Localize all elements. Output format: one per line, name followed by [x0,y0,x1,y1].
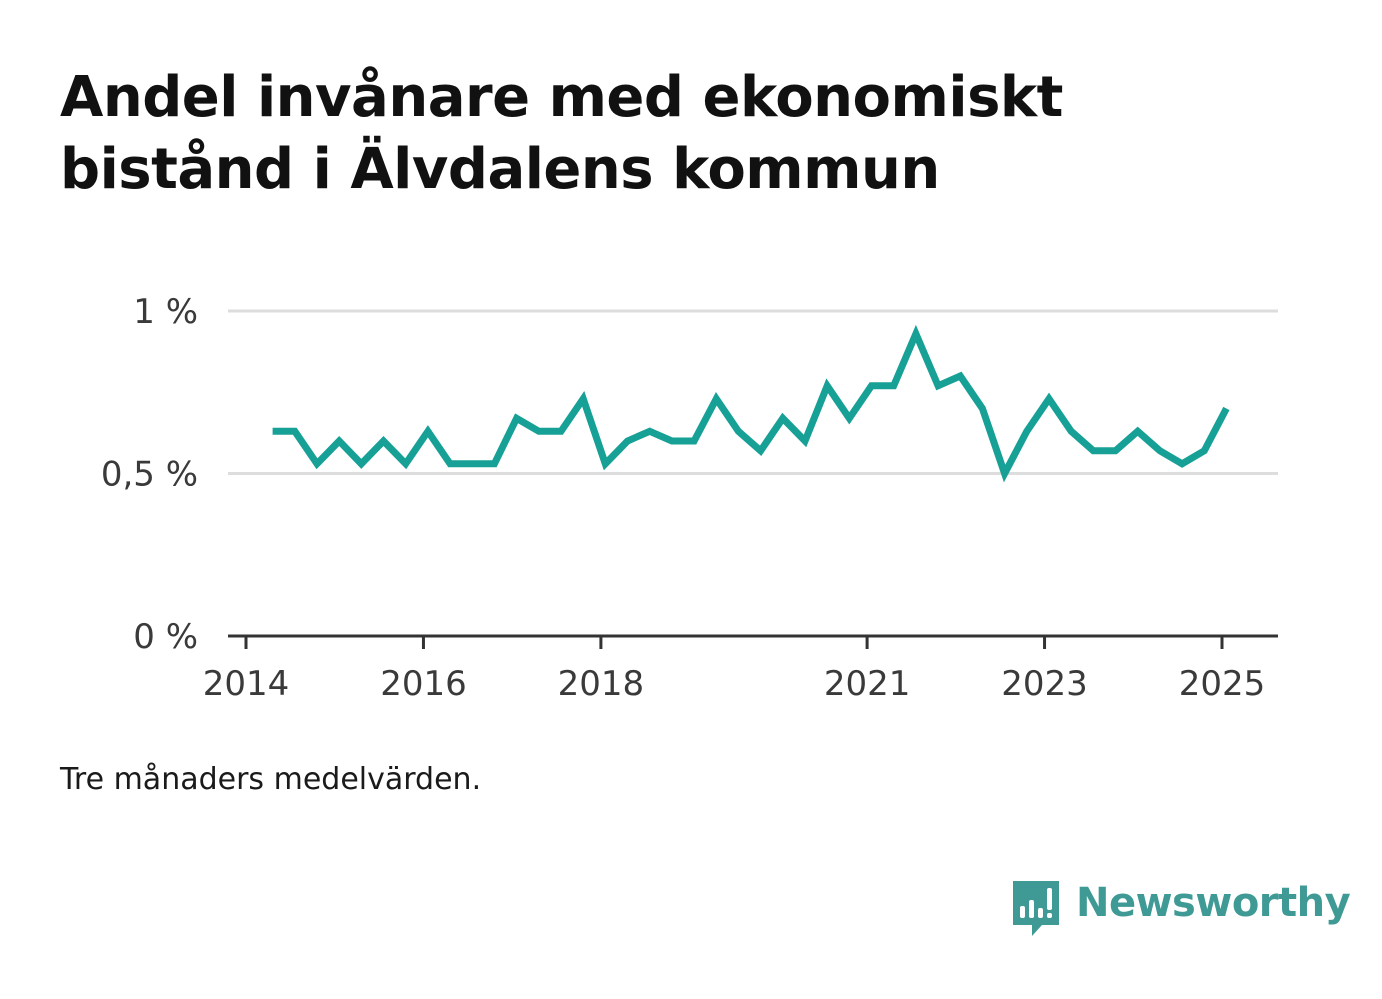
x-axis [228,634,1278,649]
x-axis-labels: 2014 2016 2018 2021 2023 2025 [203,664,1266,704]
y-tick-label: 0 % [133,617,198,657]
chart-note: Tre månaders medelvärden. [60,762,482,797]
x-tick-label: 2016 [380,664,467,704]
gridlines [228,309,1278,475]
x-tick-label: 2025 [1179,664,1266,704]
x-tick-label: 2014 [203,664,290,704]
newsworthy-logo-icon [1013,881,1059,936]
y-tick-label: 0,5 % [101,455,198,495]
newsworthy-logo-text: Newsworthy [1076,880,1351,926]
y-axis-labels: 0 % 0,5 % 1 % [101,292,198,657]
x-tick-label: 2018 [558,664,645,704]
chart-title-line-1: Andel invånare med ekonomiskt [60,65,1063,130]
x-tick-label: 2021 [824,664,911,704]
series-layer [272,324,1230,483]
y-tick-label: 1 % [133,292,198,332]
x-tick-label: 2023 [1001,664,1088,704]
newsworthy-logo[interactable]: Newsworthy [1010,878,1351,940]
series-line [272,324,1230,483]
chart-title-line-2: bistånd i Älvdalens kommun [60,137,940,202]
chart-title: Andel invånare med ekonomiskt bistånd i … [60,62,1280,206]
